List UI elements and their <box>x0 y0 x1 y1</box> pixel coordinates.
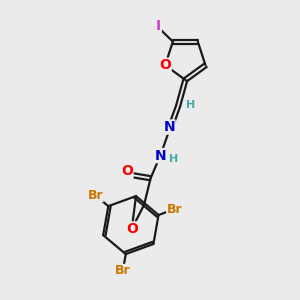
Text: Br: Br <box>167 203 182 216</box>
Text: Br: Br <box>87 189 103 202</box>
Text: H: H <box>169 154 178 164</box>
Text: O: O <box>159 58 171 72</box>
Text: O: O <box>121 164 133 178</box>
Text: O: O <box>126 222 138 236</box>
Text: I: I <box>156 20 161 33</box>
Text: N: N <box>155 148 167 163</box>
Text: N: N <box>163 120 175 134</box>
Text: H: H <box>186 100 195 110</box>
Text: Br: Br <box>115 264 130 278</box>
